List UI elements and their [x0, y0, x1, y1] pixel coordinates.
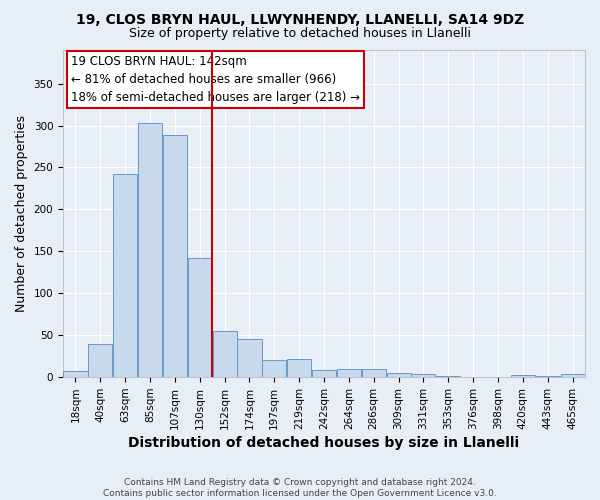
- Bar: [287, 359, 311, 377]
- Y-axis label: Number of detached properties: Number of detached properties: [15, 115, 28, 312]
- Bar: [536, 376, 560, 377]
- Text: Size of property relative to detached houses in Llanelli: Size of property relative to detached ho…: [129, 28, 471, 40]
- Bar: [511, 374, 535, 377]
- Bar: [412, 374, 436, 377]
- X-axis label: Distribution of detached houses by size in Llanelli: Distribution of detached houses by size …: [128, 436, 520, 450]
- Bar: [337, 369, 361, 377]
- Bar: [436, 376, 460, 377]
- Bar: [386, 373, 410, 377]
- Bar: [560, 374, 584, 377]
- Bar: [262, 360, 286, 377]
- Bar: [138, 123, 162, 377]
- Bar: [212, 331, 236, 377]
- Bar: [238, 340, 262, 377]
- Text: 19, CLOS BRYN HAUL, LLWYNHENDY, LLANELLI, SA14 9DZ: 19, CLOS BRYN HAUL, LLWYNHENDY, LLANELLI…: [76, 12, 524, 26]
- Text: Contains HM Land Registry data © Crown copyright and database right 2024.
Contai: Contains HM Land Registry data © Crown c…: [103, 478, 497, 498]
- Bar: [188, 258, 212, 377]
- Bar: [88, 344, 112, 377]
- Bar: [113, 174, 137, 377]
- Text: 19 CLOS BRYN HAUL: 142sqm
← 81% of detached houses are smaller (966)
18% of semi: 19 CLOS BRYN HAUL: 142sqm ← 81% of detac…: [71, 55, 360, 104]
- Bar: [163, 134, 187, 377]
- Bar: [312, 370, 336, 377]
- Bar: [64, 372, 88, 377]
- Bar: [362, 369, 386, 377]
